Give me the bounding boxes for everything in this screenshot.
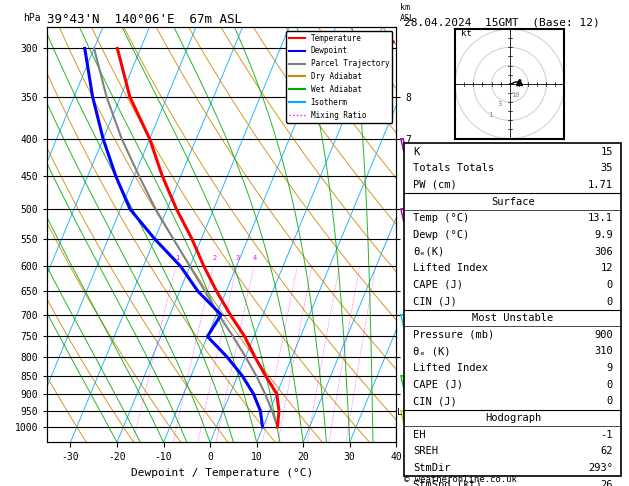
Text: 306: 306 [594,246,613,257]
Text: LCL: LCL [397,408,413,417]
Text: 62: 62 [600,446,613,456]
Text: hPa: hPa [23,13,40,22]
Text: Hodograph: Hodograph [485,413,541,423]
Text: 9.9: 9.9 [594,230,613,240]
Text: kt: kt [460,30,471,38]
Text: CAPE (J): CAPE (J) [413,380,463,390]
Text: 3: 3 [497,101,501,107]
Text: θₑ(K): θₑ(K) [413,246,444,257]
Text: EH: EH [413,430,426,440]
Text: SREH: SREH [413,446,438,456]
Text: Temp (°C): Temp (°C) [413,213,469,223]
Text: Most Unstable: Most Unstable [472,313,554,323]
Text: 0: 0 [606,280,613,290]
Text: 900: 900 [594,330,613,340]
Text: Surface: Surface [491,197,535,207]
Text: StmSpd (kt): StmSpd (kt) [413,480,482,486]
Text: θₑ (K): θₑ (K) [413,347,450,356]
Text: 1: 1 [488,112,492,118]
Text: CIN (J): CIN (J) [413,397,457,406]
Y-axis label: Mixing Ratio (g/kg): Mixing Ratio (g/kg) [414,179,424,290]
Text: 35: 35 [600,163,613,174]
Text: 1: 1 [175,255,179,261]
X-axis label: Dewpoint / Temperature (°C): Dewpoint / Temperature (°C) [131,468,313,478]
Text: 2: 2 [213,255,217,261]
Text: 39°43'N  140°06'E  67m ASL: 39°43'N 140°06'E 67m ASL [47,13,242,26]
Text: 28.04.2024  15GMT  (Base: 12): 28.04.2024 15GMT (Base: 12) [404,17,600,27]
Text: Pressure (mb): Pressure (mb) [413,330,494,340]
Text: km
ASL: km ASL [400,3,415,22]
Text: K: K [413,147,420,156]
Text: © weatheronline.co.uk: © weatheronline.co.uk [404,475,517,484]
Text: 0: 0 [606,380,613,390]
Text: Dewp (°C): Dewp (°C) [413,230,469,240]
Text: 1.71: 1.71 [587,180,613,190]
Text: 10: 10 [511,91,520,98]
Text: 9: 9 [606,363,613,373]
Text: Lifted Index: Lifted Index [413,363,488,373]
Text: 26: 26 [600,480,613,486]
Text: CIN (J): CIN (J) [413,296,457,307]
Text: PW (cm): PW (cm) [413,180,457,190]
Text: Lifted Index: Lifted Index [413,263,488,273]
Text: 0: 0 [606,397,613,406]
Text: Totals Totals: Totals Totals [413,163,494,174]
Text: 15: 15 [600,147,613,156]
Text: 12: 12 [600,263,613,273]
Text: 0: 0 [606,296,613,307]
Text: -1: -1 [600,430,613,440]
Text: 13.1: 13.1 [587,213,613,223]
Text: StmDir: StmDir [413,463,450,473]
Text: 293°: 293° [587,463,613,473]
Text: 3: 3 [236,255,240,261]
Text: 310: 310 [594,347,613,356]
Text: 4: 4 [253,255,257,261]
Text: CAPE (J): CAPE (J) [413,280,463,290]
Legend: Temperature, Dewpoint, Parcel Trajectory, Dry Adiabat, Wet Adiabat, Isotherm, Mi: Temperature, Dewpoint, Parcel Trajectory… [286,31,392,122]
